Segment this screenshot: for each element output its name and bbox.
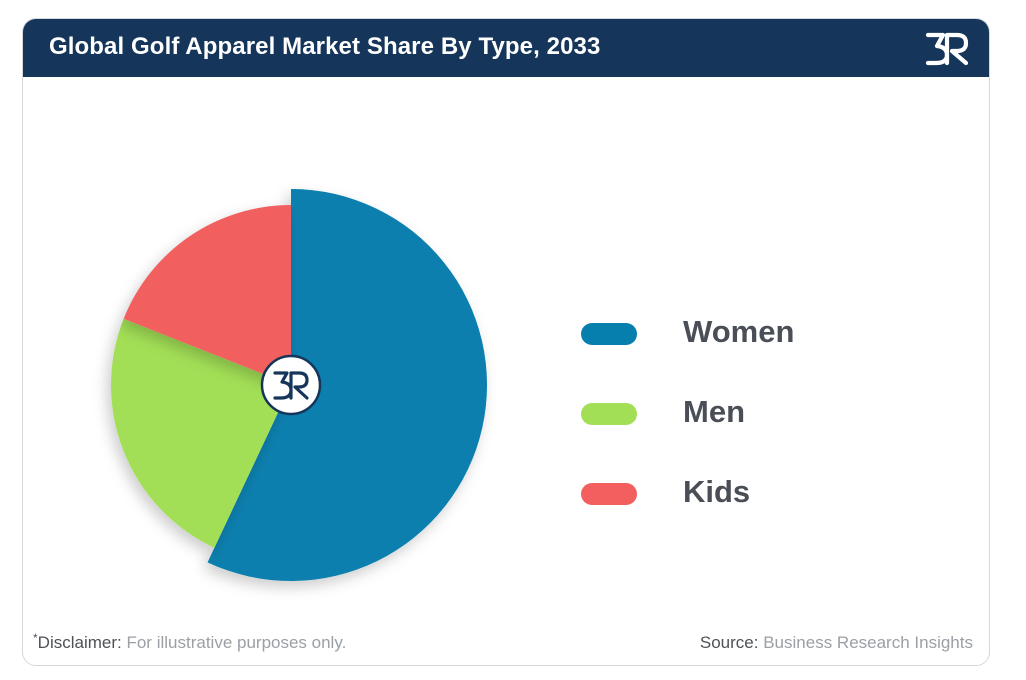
source-text: Business Research Insights bbox=[763, 633, 973, 652]
pie-slice-kids bbox=[123, 205, 292, 385]
center-logo-icon bbox=[260, 354, 322, 416]
pie-chart bbox=[111, 189, 487, 581]
source-label: Source: bbox=[699, 633, 759, 652]
disclaimer-label: Disclaimer: bbox=[37, 633, 122, 652]
legend-label-men: Men bbox=[683, 394, 745, 429]
legend-swatch-kids bbox=[581, 483, 637, 505]
brand-logo-icon bbox=[925, 32, 969, 66]
legend-swatch-women bbox=[581, 323, 637, 345]
chart-area: Women Men Kids bbox=[23, 77, 989, 617]
legend-item-men: Men bbox=[581, 393, 881, 433]
legend-label-kids: Kids bbox=[683, 474, 751, 509]
legend-item-women: Women bbox=[581, 313, 881, 353]
disclaimer-mark: * bbox=[33, 631, 38, 645]
legend-label-women: Women bbox=[683, 314, 795, 349]
pie-slice-women bbox=[207, 189, 487, 581]
pie-slice-men bbox=[111, 318, 291, 548]
source-note: Source: Business Research Insights bbox=[700, 633, 973, 653]
legend-swatch-men bbox=[581, 403, 637, 425]
disclaimer-text: For illustrative purposes only. bbox=[126, 633, 347, 652]
chart-title: Global Golf Apparel Market Share By Type… bbox=[49, 33, 601, 60]
disclaimer: *Disclaimer: For illustrative purposes o… bbox=[33, 631, 347, 653]
legend-item-kids: Kids bbox=[581, 473, 881, 513]
chart-header: Global Golf Apparel Market Share By Type… bbox=[23, 19, 989, 77]
chart-card: Global Golf Apparel Market Share By Type… bbox=[22, 18, 990, 666]
